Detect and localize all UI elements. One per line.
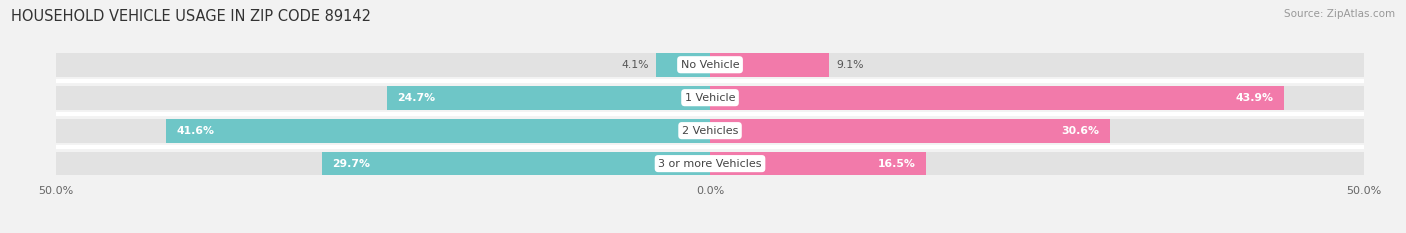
Text: HOUSEHOLD VEHICLE USAGE IN ZIP CODE 89142: HOUSEHOLD VEHICLE USAGE IN ZIP CODE 8914…	[11, 9, 371, 24]
Bar	[710, 53, 1364, 77]
Text: 24.7%: 24.7%	[398, 93, 436, 103]
Bar	[657, 53, 710, 77]
Text: 41.6%: 41.6%	[177, 126, 215, 136]
Text: 16.5%: 16.5%	[877, 159, 915, 169]
Bar	[56, 86, 710, 110]
Bar	[322, 152, 710, 175]
Bar	[710, 119, 1111, 143]
Bar	[710, 119, 1364, 143]
Text: 3 or more Vehicles: 3 or more Vehicles	[658, 159, 762, 169]
Text: Source: ZipAtlas.com: Source: ZipAtlas.com	[1284, 9, 1395, 19]
Text: 1 Vehicle: 1 Vehicle	[685, 93, 735, 103]
Text: 43.9%: 43.9%	[1236, 93, 1274, 103]
Text: 2 Vehicles: 2 Vehicles	[682, 126, 738, 136]
Text: 30.6%: 30.6%	[1062, 126, 1099, 136]
Bar	[710, 86, 1284, 110]
Text: 29.7%: 29.7%	[332, 159, 370, 169]
Bar	[710, 152, 925, 175]
Bar	[56, 119, 710, 143]
Bar	[56, 152, 710, 175]
Bar	[56, 53, 710, 77]
Text: 4.1%: 4.1%	[621, 60, 648, 70]
Text: 9.1%: 9.1%	[837, 60, 865, 70]
Bar	[710, 86, 1364, 110]
Bar	[166, 119, 710, 143]
Bar	[710, 152, 1364, 175]
Bar	[387, 86, 710, 110]
Text: No Vehicle: No Vehicle	[681, 60, 740, 70]
Bar	[710, 53, 830, 77]
